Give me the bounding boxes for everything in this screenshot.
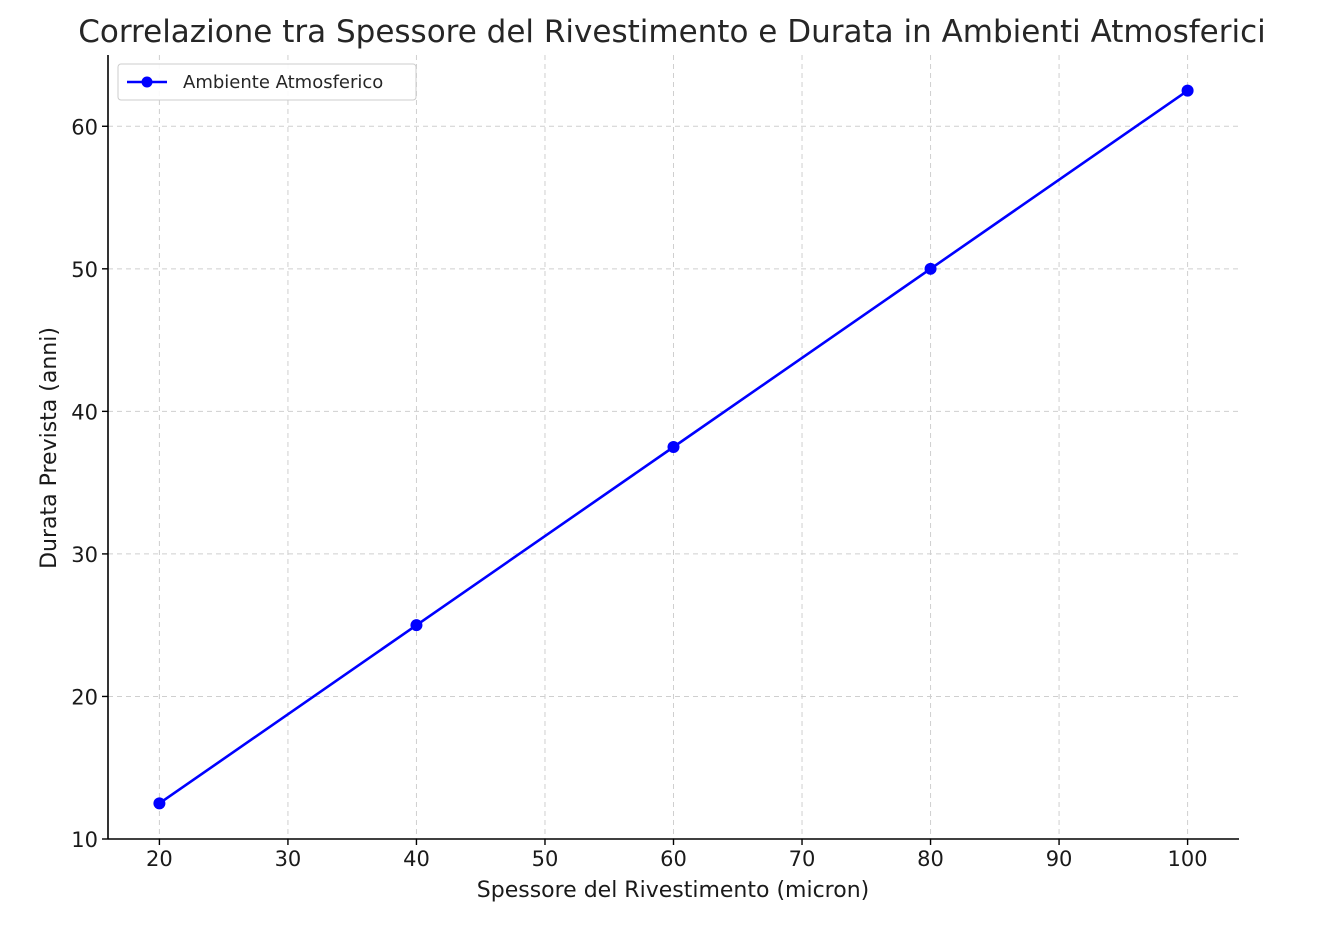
- y-tick-label: 20: [71, 685, 98, 709]
- y-axis-label: Durata Prevista (anni): [37, 327, 62, 569]
- y-tick-label: 50: [71, 258, 98, 282]
- data-point: [410, 619, 423, 632]
- x-tick-label: 100: [1168, 847, 1208, 871]
- data-point: [667, 441, 680, 453]
- y-tick-label: 60: [71, 115, 98, 139]
- x-tick-label: 30: [275, 847, 302, 871]
- y-tick-label: 10: [71, 828, 98, 852]
- legend: Ambiente Atmosferico: [117, 63, 417, 101]
- x-tick-label: 40: [403, 847, 430, 871]
- legend-label: Ambiente Atmosferico: [183, 72, 383, 93]
- x-tick-label: 50: [532, 847, 559, 871]
- data-point: [153, 797, 166, 810]
- x-tick-label: 90: [1046, 847, 1073, 871]
- y-tick-label: 30: [71, 543, 98, 567]
- y-tick-label: 40: [71, 400, 98, 424]
- x-tick-label: 70: [789, 847, 816, 871]
- data-point: [924, 262, 937, 275]
- x-tick-label: 60: [660, 847, 687, 871]
- x-tick-label: 80: [917, 847, 944, 871]
- legend-box: [117, 63, 417, 101]
- x-axis-label: Spessore del Rivestimento (micron): [477, 878, 869, 903]
- chart-title: Correlazione tra Spessore del Rivestimen…: [78, 14, 1266, 50]
- data-point: [1181, 84, 1194, 97]
- legend-marker-swatch: [141, 76, 153, 88]
- tick-labels: 20 30 40 50 60 70 80 90 100 10 20 30 40 50 60: [71, 115, 1207, 871]
- x-tick-label: 20: [146, 847, 173, 871]
- series-layer: [153, 84, 1194, 810]
